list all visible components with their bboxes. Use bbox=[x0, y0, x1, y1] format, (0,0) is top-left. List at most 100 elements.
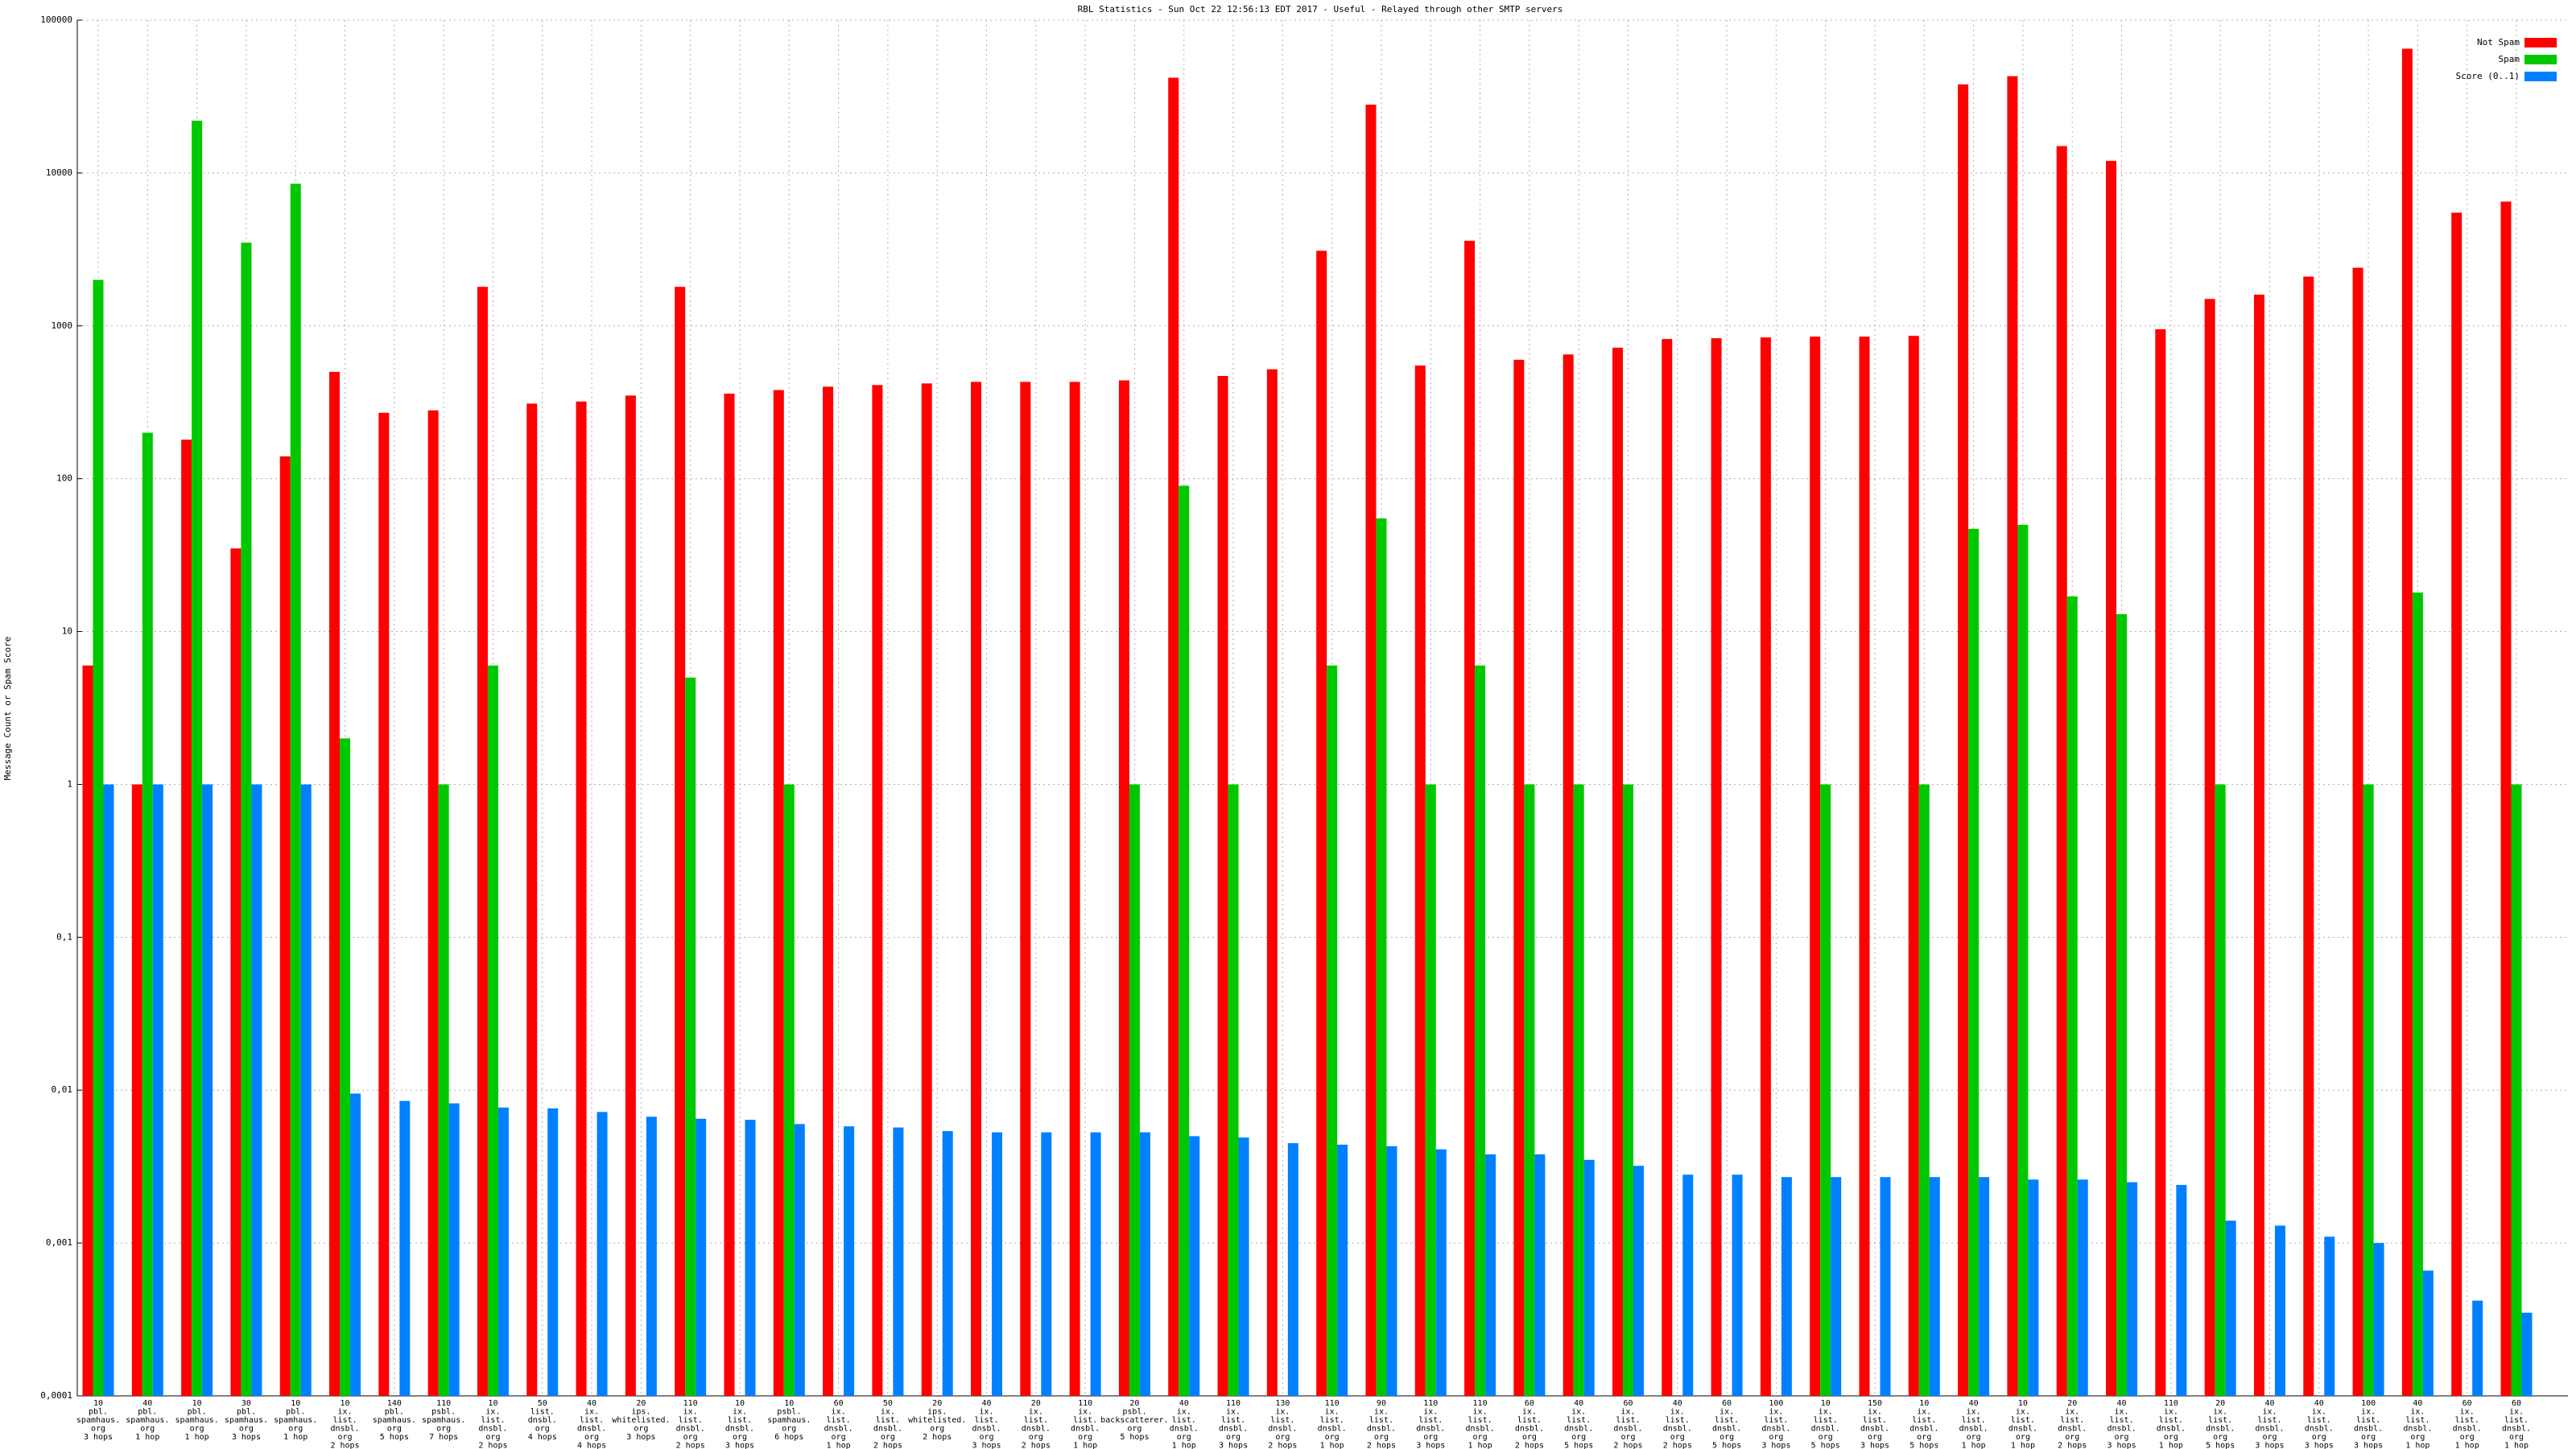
x-tick-label: 1 hop bbox=[1172, 1442, 1196, 1449]
x-tick-label: ix. bbox=[337, 1408, 352, 1417]
x-tick-label: ix. bbox=[1967, 1408, 1981, 1417]
x-tick-label: 1 hop bbox=[1468, 1442, 1492, 1449]
x-tick-label: 10 bbox=[341, 1399, 350, 1408]
bar bbox=[2028, 1179, 2039, 1396]
x-tick-label: 10 bbox=[291, 1399, 300, 1408]
bar bbox=[1859, 336, 1870, 1397]
x-tick-label: ix. bbox=[1423, 1408, 1438, 1417]
x-tick-label: org bbox=[337, 1433, 352, 1442]
x-tick-label: org bbox=[2509, 1433, 2524, 1442]
x-tick-label: pbl. bbox=[237, 1408, 256, 1417]
x-tick-label: 2 hops bbox=[1663, 1442, 1692, 1449]
x-tick-label: 110 bbox=[1078, 1399, 1092, 1408]
x-tick-label: 1 hop bbox=[2159, 1442, 2183, 1449]
bar bbox=[685, 677, 696, 1396]
bar bbox=[300, 784, 312, 1396]
bar bbox=[1711, 338, 1722, 1397]
bar bbox=[378, 412, 390, 1396]
bar bbox=[1612, 347, 1623, 1396]
x-tick-label: ix. bbox=[1769, 1408, 1783, 1417]
x-tick-label: 3 hops bbox=[2107, 1442, 2136, 1449]
bar bbox=[329, 371, 341, 1396]
x-tick-label: org bbox=[1275, 1433, 1290, 1442]
chart-title: RBL Statistics - Sun Oct 22 12:56:13 EDT… bbox=[1078, 4, 1563, 14]
x-tick-label: 3 hops bbox=[1416, 1442, 1445, 1449]
x-tick-label: list. bbox=[728, 1416, 752, 1425]
bar bbox=[783, 784, 795, 1396]
bar bbox=[2412, 592, 2423, 1396]
x-tick-label: 1 hop bbox=[185, 1433, 209, 1442]
x-tick-label: list. bbox=[827, 1416, 851, 1425]
bar bbox=[1524, 784, 1535, 1396]
x-tick-label: org bbox=[1374, 1433, 1389, 1442]
x-tick-label: dnsbl. bbox=[725, 1425, 754, 1434]
x-tick-label: 1 hop bbox=[283, 1433, 308, 1442]
x-tick-label: 2 hops bbox=[676, 1442, 705, 1449]
bar bbox=[1041, 1132, 1052, 1396]
x-tick-label: spamhaus. bbox=[225, 1416, 268, 1425]
bar bbox=[1968, 528, 1979, 1396]
x-tick-label: list. bbox=[530, 1408, 555, 1417]
bar bbox=[1228, 784, 1239, 1396]
x-tick-label: dnsbl. bbox=[972, 1425, 1001, 1434]
x-tick-label: 2 hops bbox=[873, 1442, 902, 1449]
x-tick-label: list. bbox=[2011, 1416, 2035, 1425]
x-tick-label: ix. bbox=[584, 1408, 599, 1417]
x-tick-label: 4 hops bbox=[528, 1433, 557, 1442]
bar bbox=[1622, 784, 1633, 1396]
x-tick-label: 1 hop bbox=[2011, 1442, 2035, 1449]
x-tick-label: 130 bbox=[1275, 1399, 1290, 1408]
x-tick-label: ix. bbox=[2115, 1408, 2129, 1417]
x-tick-label: 40 bbox=[1179, 1399, 1189, 1408]
x-tick-label: 10 bbox=[488, 1399, 497, 1408]
x-tick-label: org bbox=[1719, 1433, 1734, 1442]
x-tick-label: org bbox=[1473, 1433, 1488, 1442]
x-tick-label: org bbox=[930, 1425, 944, 1434]
x-tick-label: 60 bbox=[2512, 1399, 2521, 1408]
x-tick-label: 1 hop bbox=[1320, 1442, 1344, 1449]
x-tick-label: 2 hops bbox=[1515, 1442, 1544, 1449]
x-tick-label: 110 bbox=[1473, 1399, 1488, 1408]
x-tick-label: list. bbox=[1666, 1416, 1690, 1425]
x-tick-label: 1 hop bbox=[1962, 1442, 1986, 1449]
x-tick-label: ix. bbox=[1275, 1408, 1290, 1417]
x-tick-label: 10 bbox=[735, 1399, 745, 1408]
x-tick-label: 40 bbox=[981, 1399, 991, 1408]
x-tick-label: dnsbl. bbox=[2157, 1425, 2186, 1434]
x-tick-label: list. bbox=[1567, 1416, 1591, 1425]
bar bbox=[2352, 267, 2363, 1397]
x-tick-label: 20 bbox=[2067, 1399, 2077, 1408]
x-tick-label: 60 bbox=[2462, 1399, 2472, 1408]
x-tick-label: ix. bbox=[979, 1408, 993, 1417]
bar bbox=[1475, 665, 1486, 1396]
x-tick-label: org bbox=[436, 1425, 451, 1434]
x-tick-label: dnsbl. bbox=[2206, 1425, 2235, 1434]
x-tick-label: 10 bbox=[2018, 1399, 2028, 1408]
x-tick-label: org bbox=[1967, 1433, 1981, 1442]
x-tick-label: list. bbox=[1369, 1416, 1393, 1425]
x-tick-label: list. bbox=[2307, 1416, 2331, 1425]
x-tick-label: ix. bbox=[881, 1408, 895, 1417]
x-tick-label: org bbox=[2460, 1433, 2475, 1442]
x-tick-label: 110 bbox=[436, 1399, 451, 1408]
x-tick-label: ix. bbox=[485, 1408, 500, 1417]
x-tick-label: dnsbl. bbox=[2453, 1425, 2482, 1434]
x-tick-label: org bbox=[1917, 1433, 1931, 1442]
bar bbox=[992, 1132, 1003, 1396]
bar bbox=[1287, 1143, 1298, 1396]
x-tick-label: 3 hops bbox=[1761, 1442, 1790, 1449]
bar bbox=[1820, 784, 1831, 1396]
bar bbox=[142, 432, 153, 1396]
x-tick-label: spamhaus. bbox=[767, 1416, 811, 1425]
x-tick-label: org bbox=[1127, 1425, 1141, 1434]
bar bbox=[1513, 359, 1525, 1396]
x-tick-label: ix. bbox=[1078, 1408, 1092, 1417]
x-tick-label: list. bbox=[1418, 1416, 1443, 1425]
x-tick-label: dnsbl. bbox=[478, 1425, 507, 1434]
bar bbox=[2521, 1312, 2533, 1396]
x-tick-label: whitelisted. bbox=[612, 1416, 670, 1425]
bar bbox=[340, 738, 351, 1396]
x-tick-label: ix. bbox=[832, 1408, 846, 1417]
x-tick-label: list. bbox=[1320, 1416, 1344, 1425]
x-tick-label: dnsbl. bbox=[1022, 1425, 1051, 1434]
